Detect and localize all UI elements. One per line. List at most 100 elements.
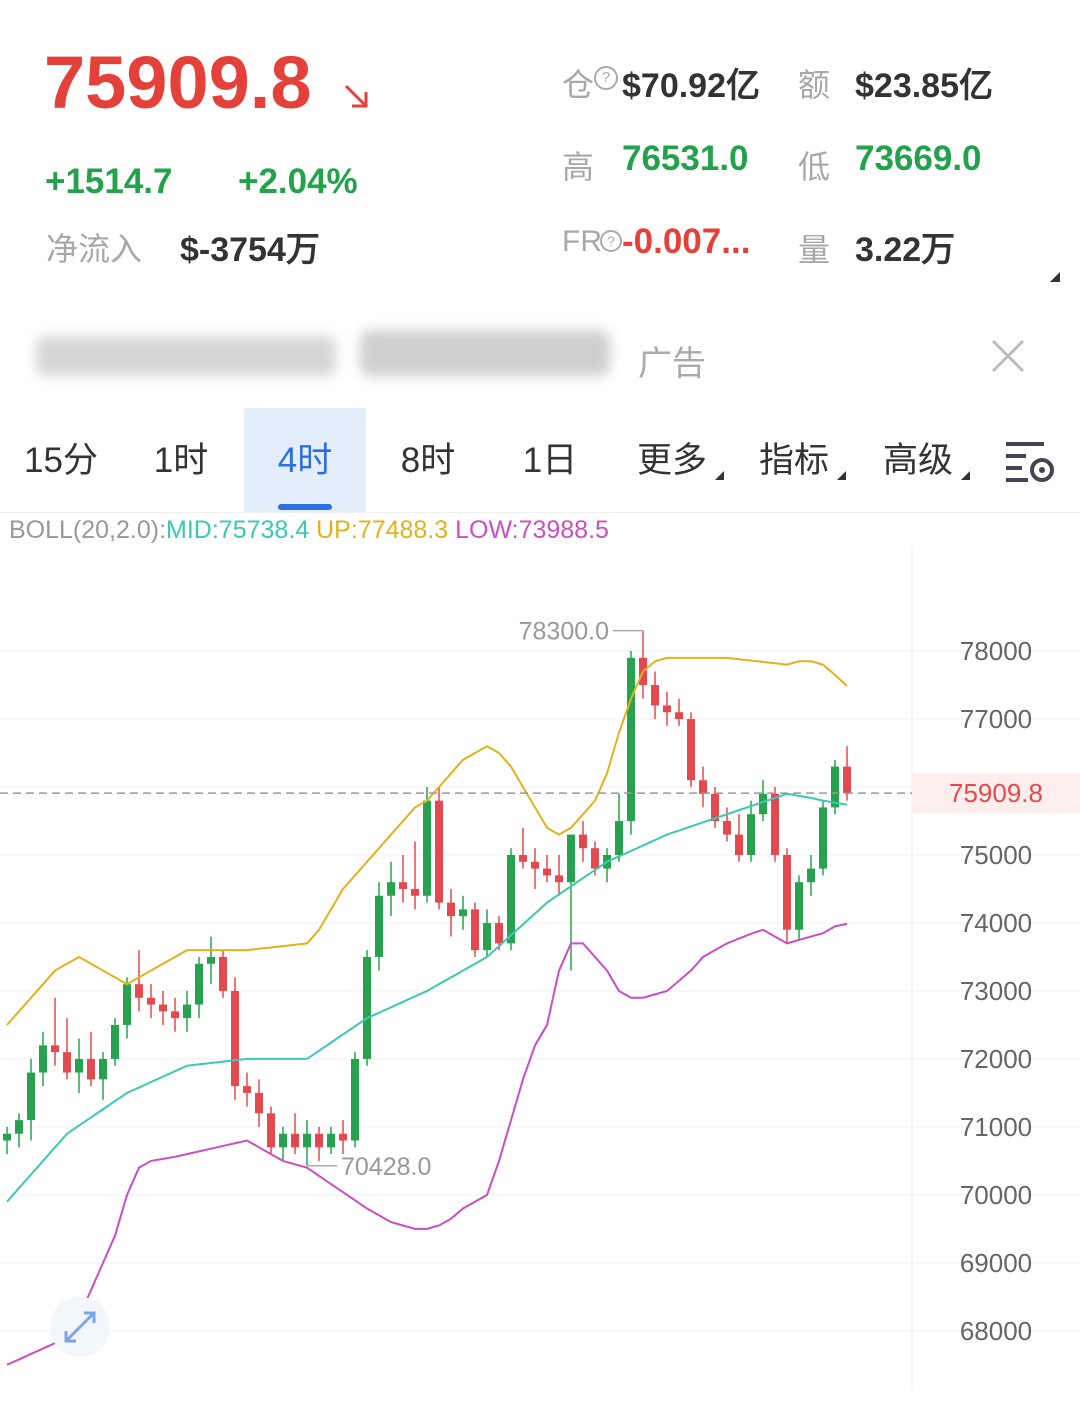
- candle-body: [207, 956, 215, 964]
- candle-body: [591, 848, 599, 869]
- y-tick-label: 68000: [960, 1316, 1032, 1346]
- y-tick-label: 78000: [960, 636, 1032, 666]
- candle-body: [663, 705, 671, 713]
- ad-blur: [360, 330, 610, 376]
- tabs-divider: [0, 512, 1080, 513]
- candle-body: [651, 685, 659, 706]
- candle-body: [63, 1052, 71, 1073]
- close-icon[interactable]: [990, 338, 1026, 374]
- candle-body: [831, 766, 839, 808]
- candle-body: [87, 1058, 95, 1080]
- tab[interactable]: 4时: [277, 441, 333, 480]
- tab[interactable]: 8时: [400, 441, 456, 480]
- candle-body: [507, 854, 515, 944]
- settings-icon[interactable]: [1004, 440, 1056, 484]
- indicator-name: BOLL(20,2.0):: [9, 516, 167, 544]
- candle-body: [171, 1011, 179, 1019]
- tab[interactable]: 指标: [758, 441, 829, 480]
- candle-body: [39, 1045, 47, 1073]
- candle-body: [99, 1058, 107, 1080]
- candle-body: [183, 1004, 191, 1019]
- y-tick-label: 77000: [960, 704, 1032, 734]
- stat-value: $23.85亿: [855, 67, 993, 105]
- dropdown-mark: [837, 471, 846, 480]
- y-tick-label: 69000: [960, 1248, 1032, 1278]
- stat-label: FR: [562, 225, 602, 258]
- tab-underline: [278, 504, 332, 510]
- last-price-tag: [912, 773, 1080, 814]
- candle-body: [543, 868, 551, 876]
- stat-value: $70.92亿: [622, 67, 760, 105]
- extreme-label: 70428.0: [341, 1153, 431, 1181]
- inflow: $-3754万: [180, 231, 320, 269]
- candle-body: [351, 1058, 359, 1141]
- tab[interactable]: 15分: [24, 441, 98, 480]
- candle-body: [243, 1086, 251, 1093]
- tab[interactable]: 1时: [153, 441, 209, 480]
- candle-body: [723, 821, 731, 835]
- candle-body: [159, 1004, 167, 1012]
- candle-body: [675, 712, 683, 720]
- indicator-up: UP:77488.3: [316, 516, 449, 544]
- stat-value: 76531.0: [622, 139, 749, 178]
- candle-body: [555, 875, 563, 883]
- stat-label: 量: [798, 232, 831, 268]
- y-tick-label: 73000: [960, 976, 1032, 1006]
- candle-body: [51, 1045, 59, 1053]
- change: +1514.7: [45, 162, 173, 201]
- inflow-label: 净流入: [46, 231, 143, 267]
- stat-label: 仓: [562, 67, 595, 103]
- y-tick-label: 71000: [960, 1112, 1032, 1142]
- candle-body: [471, 909, 479, 951]
- candle-body: [399, 882, 407, 889]
- candle-body: [423, 800, 431, 896]
- candle-body: [795, 882, 803, 930]
- last-price-label: 75909.8: [949, 778, 1043, 808]
- candle-body: [327, 1133, 335, 1148]
- candle-body: [135, 984, 143, 998]
- candle-body: [231, 990, 239, 1087]
- candle-body: [519, 854, 527, 862]
- indicator-low: LOW:73988.5: [455, 516, 609, 544]
- indicator-line: BOLL(20,2.0):MID:75738.4 UP:77488.3 LOW:…: [9, 516, 609, 545]
- candle-body: [771, 793, 779, 855]
- y-tick-label: 74000: [960, 908, 1032, 938]
- extreme-label: 78300.0: [519, 618, 609, 646]
- candle-body: [267, 1113, 275, 1148]
- trend-arrow: [344, 84, 368, 108]
- expand-corner[interactable]: [1048, 270, 1062, 284]
- candle-body: [3, 1133, 11, 1141]
- candle-body: [75, 1058, 83, 1073]
- stat-value: -0.007...: [622, 222, 751, 261]
- indicator-mid: MID:75738.4: [166, 516, 310, 544]
- candle-body: [627, 657, 635, 822]
- candle-body: [315, 1133, 323, 1148]
- candle-body: [567, 834, 575, 883]
- candle-body: [531, 861, 539, 869]
- tab[interactable]: 更多: [636, 441, 707, 480]
- candle-body: [387, 882, 395, 896]
- ad-blur: [36, 336, 336, 376]
- tab[interactable]: 1日: [522, 441, 578, 480]
- stat-label: 高: [562, 149, 595, 185]
- tab[interactable]: 高级: [882, 441, 953, 480]
- candle-body: [255, 1092, 263, 1114]
- band-line: [6, 792, 848, 1203]
- candle-body: [111, 1024, 119, 1059]
- candle-body: [147, 997, 155, 1005]
- band-line: [6, 656, 848, 1026]
- stat-label: 低: [798, 149, 831, 185]
- candle-body: [123, 984, 131, 1025]
- help-icon[interactable]: ?: [600, 230, 622, 252]
- band-line: [6, 922, 848, 1366]
- y-tick-label: 70000: [960, 1180, 1032, 1210]
- help-icon[interactable]: ?: [594, 66, 618, 90]
- fullscreen-icon: [64, 1311, 96, 1343]
- candle-body: [339, 1133, 347, 1141]
- candle-body: [807, 868, 815, 883]
- candle-body: [495, 922, 503, 944]
- candle-body: [735, 834, 743, 855]
- stat-value: 3.22万: [855, 231, 956, 269]
- candle-body: [483, 922, 491, 951]
- candle-body: [447, 902, 455, 917]
